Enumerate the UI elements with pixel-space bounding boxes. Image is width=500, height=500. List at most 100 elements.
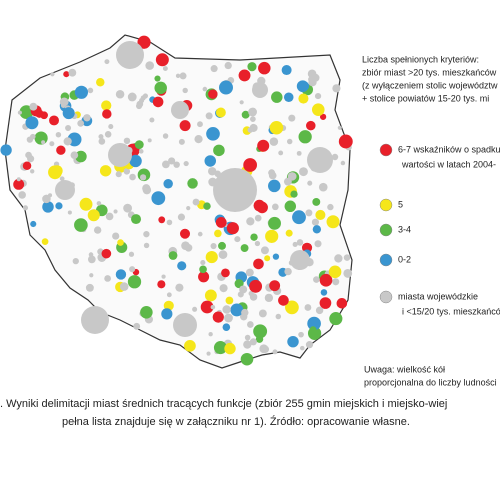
city-circle	[299, 345, 305, 351]
city-circle	[115, 171, 122, 178]
city-circle	[158, 216, 166, 224]
city-circle	[60, 102, 66, 108]
city-circle	[101, 100, 112, 111]
city-circle	[142, 185, 152, 195]
city-circle	[307, 316, 321, 331]
city-circle	[41, 238, 49, 245]
city-circle	[315, 306, 324, 315]
city-circle	[143, 242, 150, 249]
city-circle	[166, 219, 173, 226]
city-circle	[163, 300, 174, 311]
city-circle	[206, 126, 220, 141]
city-circle	[230, 303, 244, 317]
city-circle	[328, 265, 342, 279]
city-circle	[258, 309, 267, 318]
city-circle	[208, 332, 213, 337]
city-circle	[313, 276, 320, 283]
city-circle	[311, 219, 319, 226]
city-circle	[67, 210, 72, 215]
city-circle	[283, 92, 294, 102]
voivodeship-city	[173, 313, 197, 337]
city-circle	[312, 198, 321, 206]
city-circle	[129, 266, 136, 273]
city-circle	[239, 285, 248, 294]
city-circle	[179, 72, 187, 80]
city-circle	[214, 229, 222, 238]
city-circle	[269, 280, 281, 292]
city-circle	[85, 283, 94, 292]
city-circle	[19, 105, 34, 119]
city-circle	[253, 199, 266, 212]
city-circle	[265, 229, 279, 243]
city-circle	[119, 282, 129, 291]
city-circle	[87, 255, 96, 264]
city-circle	[259, 344, 269, 354]
city-circle	[163, 179, 173, 189]
city-circle	[224, 342, 236, 355]
city-circle	[42, 194, 51, 204]
city-circle	[271, 203, 279, 211]
city-circle	[138, 149, 144, 154]
city-circles	[0, 35, 353, 366]
city-circle	[48, 165, 62, 180]
city-circle	[283, 177, 292, 186]
city-circle	[284, 200, 297, 213]
city-circle	[272, 349, 278, 355]
legend-label: wartości w latach 2004-	[401, 159, 496, 169]
city-circle	[255, 335, 264, 343]
city-circle	[194, 135, 203, 144]
city-circle	[55, 131, 62, 138]
city-circle	[41, 140, 46, 145]
city-circle	[247, 62, 257, 72]
city-circle	[206, 351, 211, 356]
city-circle	[0, 144, 12, 156]
city-circle	[296, 239, 304, 246]
city-circle	[133, 322, 141, 330]
city-circle	[285, 229, 293, 237]
city-circle	[213, 144, 225, 157]
city-circle	[105, 212, 114, 221]
city-circle	[343, 254, 351, 261]
city-circle	[129, 154, 142, 168]
city-circle	[83, 114, 91, 122]
city-circle	[338, 134, 353, 149]
note: proporcjonalna do liczby ludności	[364, 377, 497, 387]
city-circle	[306, 120, 316, 131]
city-circle	[309, 326, 317, 334]
city-circle	[241, 110, 250, 119]
city-circle	[145, 61, 155, 70]
city-circle	[98, 134, 104, 140]
city-circle	[129, 173, 136, 181]
city-circle	[108, 124, 114, 130]
city-circle	[200, 260, 206, 266]
city-circle	[272, 253, 280, 260]
legend-title: Liczba spełnionych kryteriów:	[362, 54, 479, 64]
city-circle	[311, 103, 325, 116]
city-circle	[288, 114, 296, 122]
city-circle	[79, 197, 93, 211]
city-circle	[70, 151, 79, 160]
city-circle	[102, 109, 112, 119]
city-circle	[104, 59, 110, 65]
city-circle	[13, 178, 25, 190]
legend-label: 5	[398, 199, 403, 209]
city-circle	[319, 297, 332, 309]
city-circle	[281, 65, 292, 76]
city-circle	[187, 178, 198, 189]
city-circle	[26, 136, 34, 143]
city-circle	[48, 193, 53, 198]
city-circle	[205, 112, 213, 120]
city-circle	[258, 61, 271, 75]
city-circle	[269, 137, 279, 146]
city-circle	[74, 218, 88, 232]
city-circle	[175, 283, 184, 292]
city-circle	[243, 340, 252, 349]
city-circle	[224, 313, 233, 323]
city-circle	[63, 137, 72, 146]
city-circle	[286, 138, 293, 145]
city-circle	[149, 117, 155, 123]
city-circle	[162, 133, 169, 139]
city-circle	[123, 168, 131, 175]
city-circle	[337, 125, 342, 130]
city-circle	[55, 202, 63, 210]
